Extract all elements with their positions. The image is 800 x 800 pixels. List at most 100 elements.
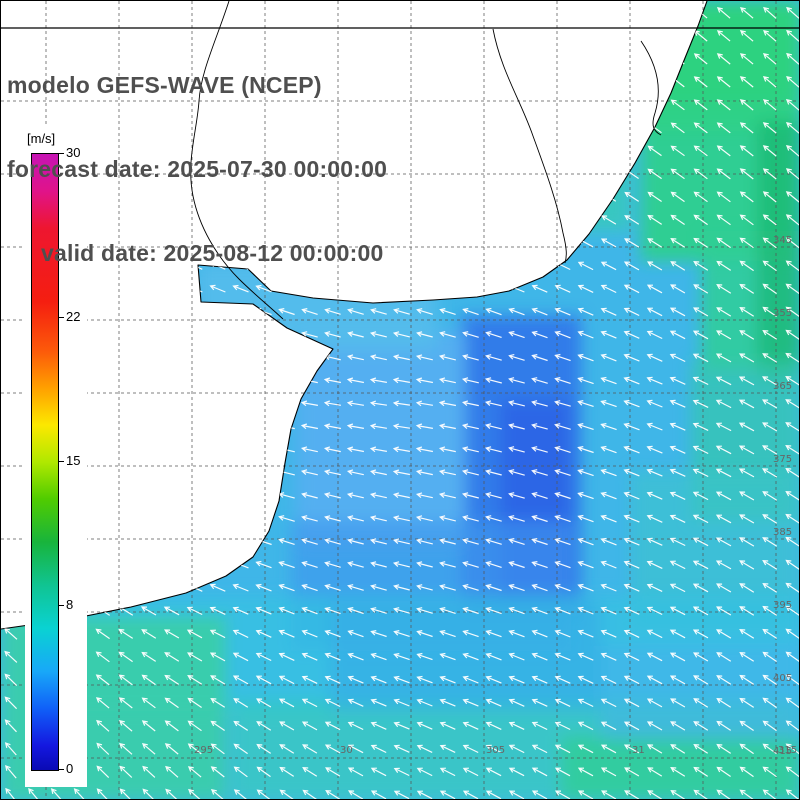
wind-arrow: [554, 469, 571, 476]
wind-arrow: [369, 515, 387, 522]
wind-arrow: [461, 469, 479, 476]
wind-arrow: [577, 675, 594, 684]
wind-arrow: [508, 423, 525, 430]
wind-arrow: [646, 399, 663, 408]
wind-arrow: [693, 744, 709, 754]
wind-arrow: [554, 652, 571, 661]
wind-arrow: [763, 6, 777, 19]
river-border-line: [640, 40, 662, 136]
wind-arrow: [577, 537, 594, 546]
wind-arrow: [415, 423, 434, 430]
wind-arrow: [716, 720, 732, 731]
wind-arrow: [785, 720, 799, 732]
wind-arrow: [438, 446, 456, 453]
wind-arrow: [646, 445, 663, 454]
wind-arrow: [233, 789, 248, 799]
wind-arrow: [647, 744, 663, 754]
wind-arrow: [647, 790, 663, 799]
wind-arrow: [785, 559, 799, 570]
wind-arrow: [141, 651, 157, 662]
wind-arrow: [762, 75, 777, 88]
wind-arrow: [370, 584, 387, 591]
wind-arrow: [739, 789, 754, 799]
wind-arrow: [531, 469, 548, 476]
wind-arrow: [485, 492, 502, 499]
wind-arrow: [785, 697, 799, 709]
wind-arrow: [462, 354, 479, 361]
colorbar-gradient-bar: [31, 153, 59, 771]
wind-arrow: [278, 606, 295, 615]
wind-arrow: [623, 721, 640, 731]
colorbar-tick-mark: [59, 317, 64, 319]
wind-arrow: [785, 445, 799, 455]
wind-arrow: [508, 331, 525, 339]
latitude-grid-label: 415: [773, 746, 792, 757]
wind-arrow: [278, 561, 295, 569]
wind-arrow: [785, 674, 799, 686]
wind-arrow: [670, 99, 685, 111]
wind-arrow: [439, 675, 456, 684]
wind-arrow: [209, 606, 226, 615]
wind-arrow: [646, 583, 663, 592]
wind-arrow: [554, 446, 571, 453]
wind-arrow: [531, 675, 548, 684]
wind-arrow: [531, 538, 548, 546]
wind-arrow: [739, 766, 754, 778]
wind-arrow: [279, 744, 295, 754]
wind-arrow: [693, 307, 709, 317]
wind-arrow: [141, 742, 156, 755]
wind-arrow: [232, 629, 249, 639]
wind-arrow: [4, 742, 17, 756]
wind-arrow: [738, 422, 755, 432]
wind-arrow: [485, 307, 502, 316]
wind-arrow: [601, 215, 617, 225]
wind-arrow: [118, 651, 133, 663]
wind-arrow: [439, 561, 456, 568]
wind-arrow: [485, 354, 502, 361]
wind-arrow: [716, 789, 731, 799]
wind-arrow: [233, 720, 249, 731]
wind-arrow: [462, 538, 479, 545]
wind-arrow: [693, 698, 709, 708]
wind-arrow: [461, 377, 479, 384]
wind-arrow: [715, 422, 732, 432]
wind-arrow: [393, 698, 410, 707]
wind-arrow: [369, 354, 387, 361]
wind-arrow: [531, 767, 548, 777]
wind-arrow: [577, 307, 594, 316]
wind-arrow: [786, 29, 799, 42]
wind-arrow: [256, 789, 271, 799]
wind-arrow: [118, 697, 133, 709]
wind-arrow: [438, 492, 456, 499]
wind-arrow: [370, 469, 387, 476]
wind-arrow: [554, 377, 571, 384]
wind-arrow: [554, 583, 571, 592]
wind-arrow: [462, 652, 479, 661]
wind-arrow: [508, 538, 525, 545]
wind-arrow: [623, 468, 640, 477]
wind-arrow: [692, 399, 709, 408]
wind-arrow: [554, 423, 571, 430]
wind-arrow: [762, 468, 778, 478]
wind-arrow: [693, 122, 708, 134]
wind-arrow: [531, 721, 548, 731]
wind-arrow: [739, 491, 755, 501]
wind-arrow: [485, 652, 502, 661]
wind-arrow: [763, 29, 777, 42]
wind-arrow: [577, 423, 594, 430]
wind-arrow: [716, 629, 732, 639]
wind-arrow: [96, 742, 110, 755]
wind-arrow: [785, 743, 799, 755]
wind-arrow: [785, 376, 799, 386]
wind-arrow: [508, 561, 525, 569]
wind-arrow: [323, 377, 342, 384]
wind-arrow: [531, 790, 548, 799]
wind-arrow: [692, 445, 709, 455]
wind-arrow: [370, 675, 387, 684]
wind-arrow: [577, 377, 594, 385]
wind-arrow: [715, 491, 732, 501]
wind-arrow: [762, 283, 777, 295]
wind-arrow: [624, 191, 640, 202]
wind-arrow: [346, 515, 364, 522]
wind-arrow: [508, 744, 525, 754]
